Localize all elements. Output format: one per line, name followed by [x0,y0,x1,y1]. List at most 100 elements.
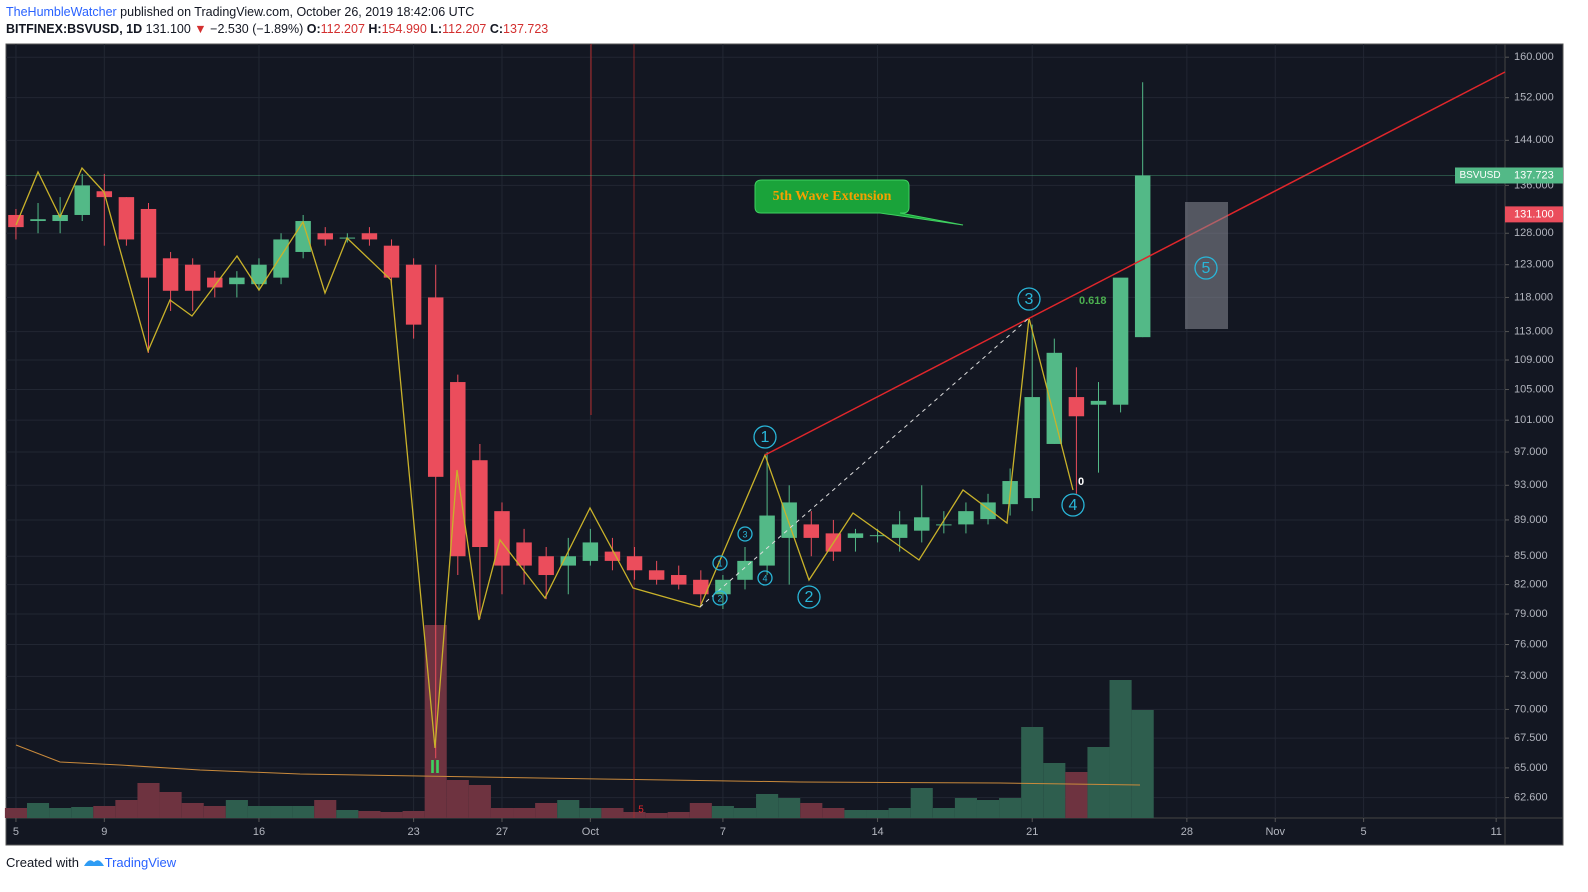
volume-bar [756,794,779,818]
header-line: TheHumbleWatcher published on TradingVie… [6,4,548,21]
wave-circle [1061,493,1085,517]
price-tag [1505,167,1563,184]
volume-bar [314,800,337,818]
candle-body [251,264,267,285]
candle-body [30,219,46,222]
wave-circle [1194,256,1218,280]
candle-body [427,297,444,477]
candle-body [184,264,201,291]
volume-bar [910,788,933,818]
price-tag-label: 137.723 [1514,169,1554,181]
wave-label: 2 [805,589,814,606]
volume-bar [1087,747,1110,818]
y-tick-label: 101.000 [1514,414,1554,426]
wave-label: 3 [1025,291,1034,308]
c-label: C: [489,22,504,36]
y-tick-label: 97.000 [1514,446,1548,458]
fib-label: 0.618 [1079,295,1107,307]
wave-circle [1017,287,1041,311]
y-tick-label: 152.000 [1514,92,1554,104]
wave-circle [757,570,773,586]
y-tick-label: 79.000 [1514,608,1548,620]
candle-body [759,515,775,566]
volume-bar [557,800,580,818]
volume-bar [49,808,72,818]
candle-body [1024,397,1040,499]
candle-body [140,208,157,278]
volume-bar [247,806,271,818]
x-tick-label: 9 [101,826,107,838]
minor-wave-label: 4 [762,573,767,583]
volume-bar [800,803,823,818]
volume-bar [976,800,1000,818]
candle-body [229,277,245,285]
candle-body [626,556,643,571]
footer: Created with TradingView [6,855,176,870]
candle-body [737,560,753,580]
candle-body [472,460,488,548]
volume-bar [468,785,491,818]
candle-body [1046,352,1063,444]
close: 137.723 [503,22,549,36]
last: 131.100 [145,22,191,36]
y-tick-label: 144.000 [1514,134,1554,146]
wave-circle [797,585,821,609]
candle-body [516,542,532,566]
symbol-tag [1455,167,1505,184]
x-tick-label: 5 [13,826,19,838]
volume-bar [26,803,50,818]
volume-bar [999,798,1022,818]
volume-bar [1109,680,1132,818]
x-tick-label: 23 [407,826,419,838]
candle-body [273,239,289,278]
trendline [764,71,1506,456]
symbol-tag-label: BSVUSD [1459,170,1500,181]
candle-body [8,214,24,228]
logo [83,860,104,866]
candle-body [582,542,599,561]
created: Created with [6,855,79,870]
open: 112.207 [320,22,365,36]
volume-bar [932,808,955,818]
volume-bar [1043,763,1066,818]
y-tick-label: 67.500 [1514,732,1548,744]
callout [754,179,964,226]
volume-bar [380,812,403,818]
y-tick-label: 113.000 [1514,325,1553,337]
y-tick-label: 89.000 [1514,514,1548,526]
x-tick-label: Nov [1265,826,1285,838]
candle-body [693,579,709,595]
y-tick-label: 123.000 [1514,259,1554,271]
callout-text: 5th Wave Extension [773,189,892,204]
x-tick-label: 28 [1181,826,1193,838]
wave-label: 5 [1202,260,1211,277]
y-tick-label: 128.000 [1514,227,1554,239]
wave-circle [712,590,728,606]
volume-bar [535,803,558,818]
x-tick-label: 27 [496,826,508,838]
candle-body [936,524,952,526]
volume-bar [733,808,757,818]
candle-body [648,570,665,580]
volume-bar [689,803,712,818]
volume-bar [159,792,182,818]
y-tick-label: 105.000 [1514,383,1554,395]
candle-body [295,221,311,252]
x-tick-label: 5 [1361,826,1367,838]
candle-body [1112,277,1129,405]
candle-body [847,533,864,538]
x-tick-label: 7 [720,826,726,838]
y-tick-label: 82.000 [1514,578,1548,590]
candle-body [958,511,974,525]
volume-bar [1131,710,1154,818]
wave-projection [699,317,1030,608]
volume-bar [667,812,690,818]
candle-body [869,535,886,537]
l-label: L: [430,22,443,36]
brand[interactable]: TradingView [104,855,177,870]
y-tick-label: 85.000 [1514,550,1548,562]
author[interactable]: TheHumbleWatcher [6,5,117,19]
candle-body [560,556,576,566]
y-tick-label: 70.000 [1514,703,1548,715]
